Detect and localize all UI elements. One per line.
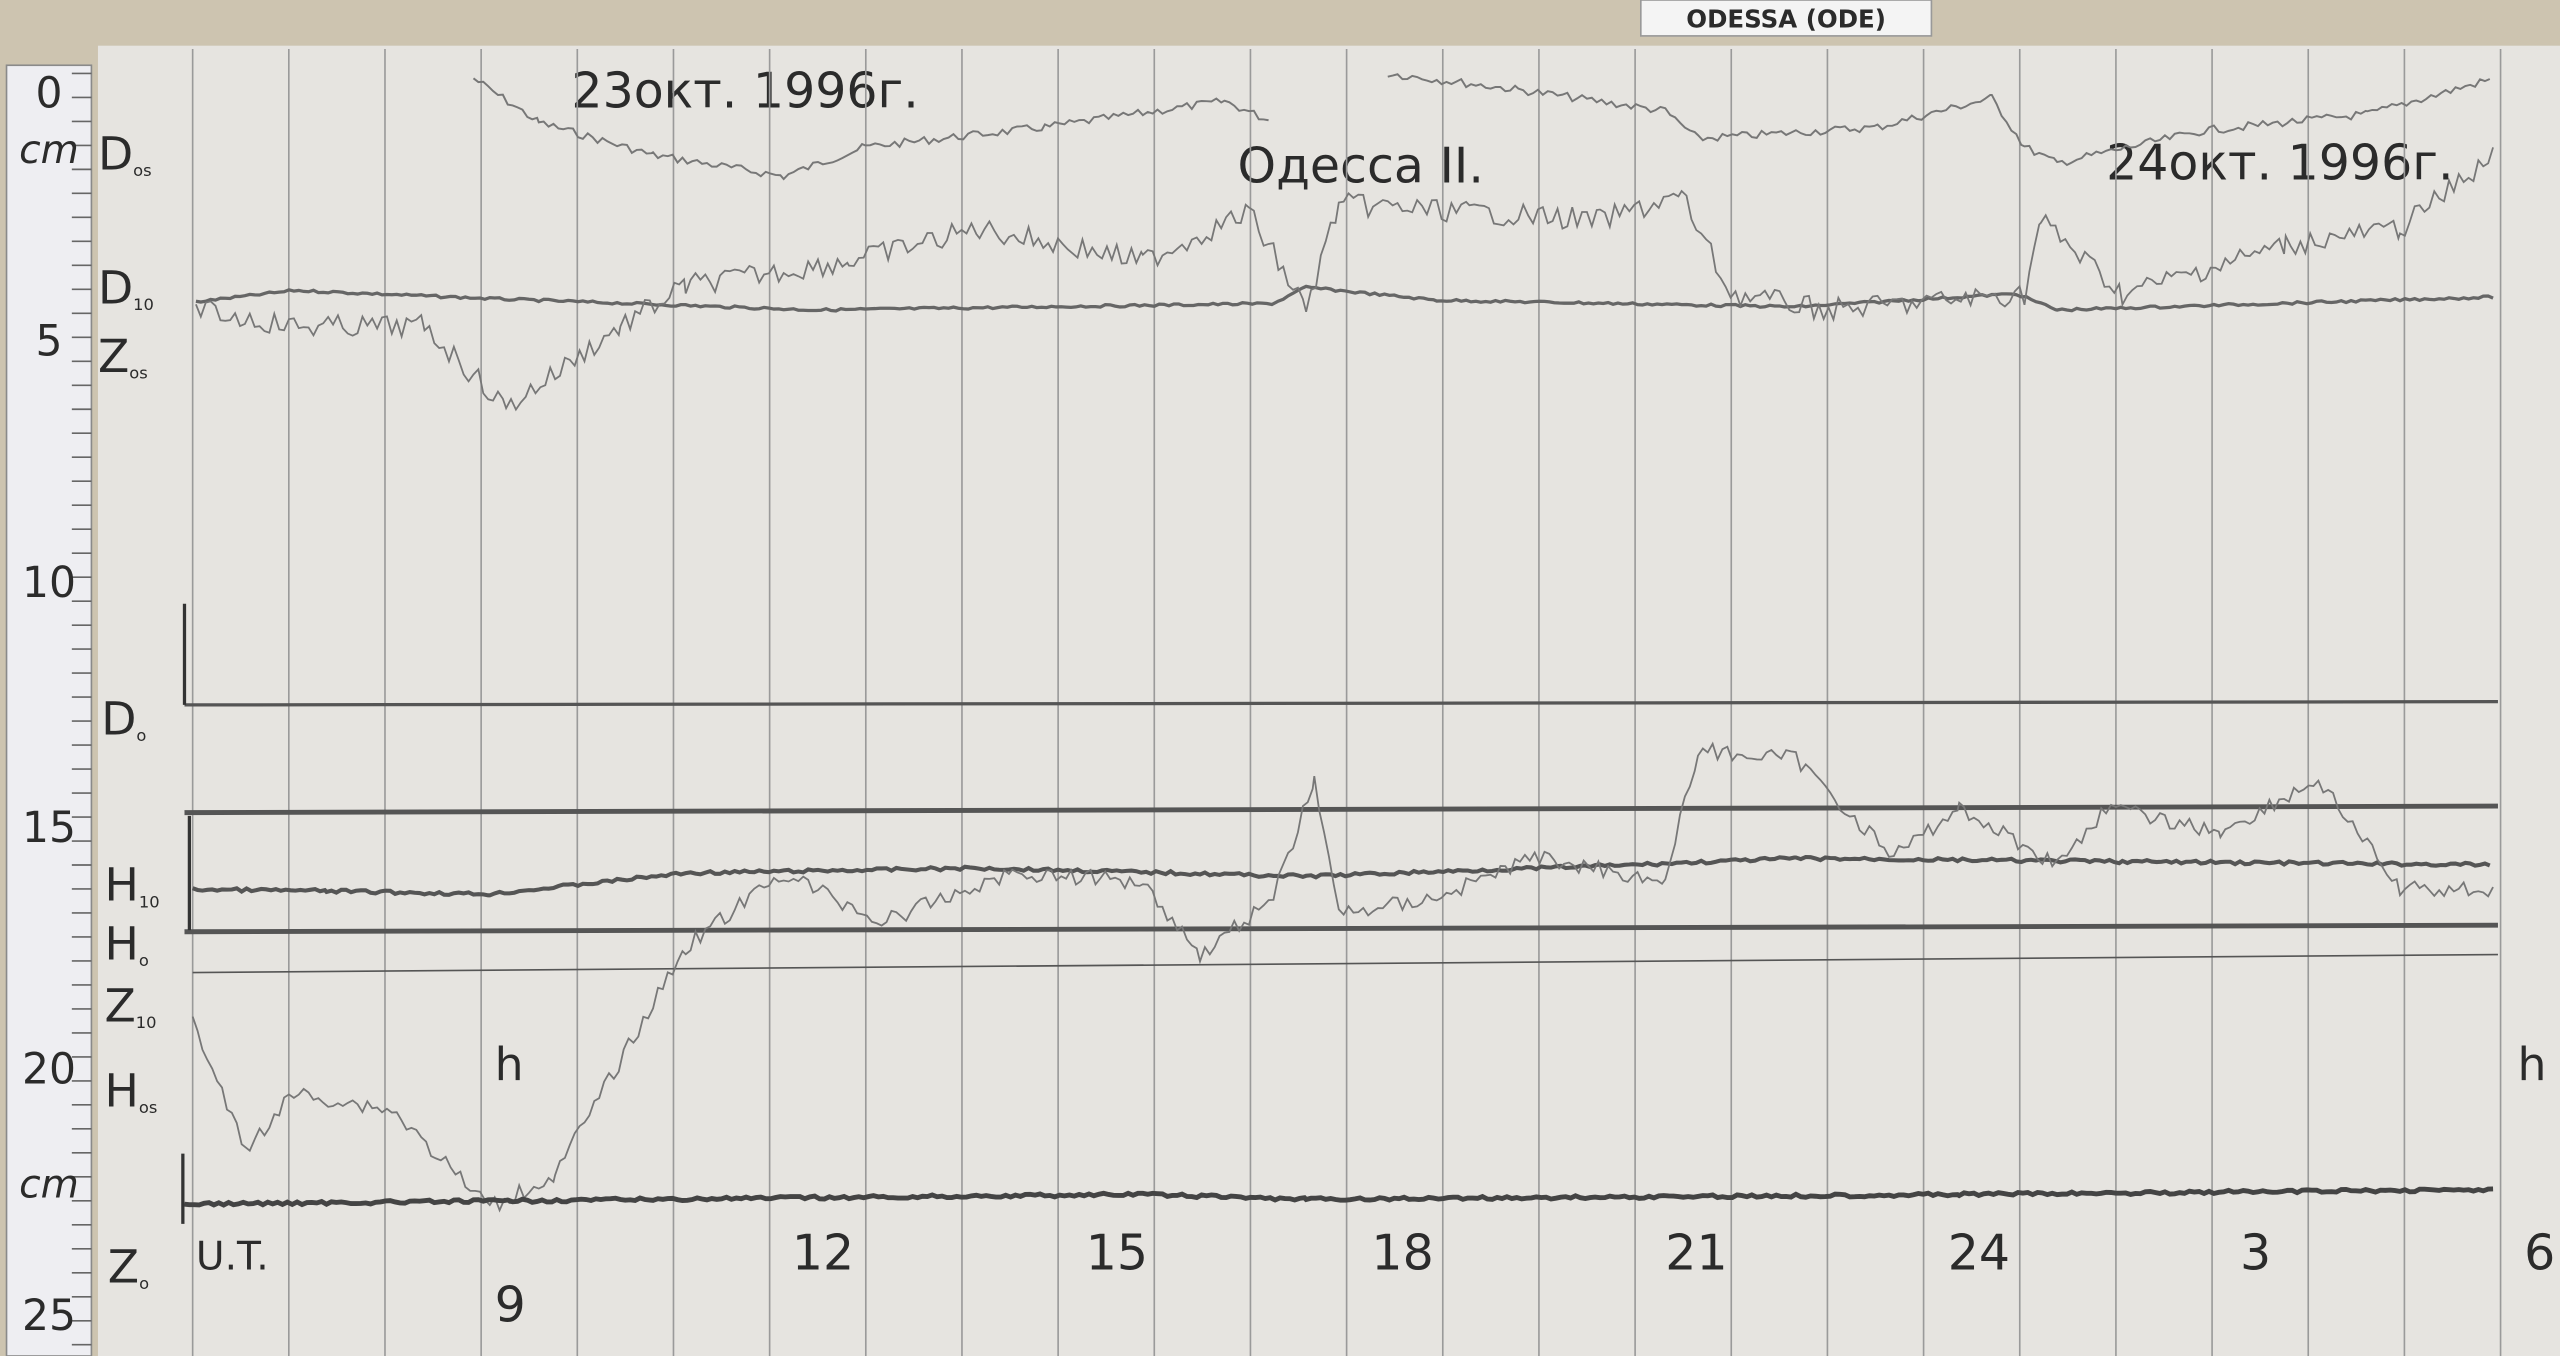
grid bbox=[181, 48, 2502, 1356]
time-label: 3 bbox=[2240, 1225, 2271, 1282]
date-right: 24окт. 1996г. bbox=[2106, 135, 2453, 192]
trace bbox=[191, 741, 2494, 1213]
trace-label: Hos bbox=[104, 1064, 157, 1117]
baseline bbox=[184, 803, 2498, 816]
ruler-label: cm bbox=[19, 128, 79, 173]
trace bbox=[1387, 73, 2491, 167]
trace bbox=[195, 147, 2494, 412]
trace-label-sub: os bbox=[133, 161, 151, 180]
time-label: U.T. bbox=[196, 1235, 269, 1280]
ruler-label: 5 bbox=[35, 318, 62, 367]
ruler bbox=[5, 64, 93, 1356]
ruler-label: 10 bbox=[22, 559, 76, 608]
trace-label-main: D bbox=[98, 128, 133, 181]
trace bbox=[195, 284, 2494, 313]
trace-label-sub: os bbox=[139, 1098, 157, 1117]
labels: 0cm5101520cm25DosD10ZosDoH10HoZ10HosZoU.… bbox=[19, 70, 2555, 1346]
traces bbox=[184, 73, 2494, 1213]
trace-label-sub: os bbox=[129, 364, 147, 383]
trace-label: Zos bbox=[98, 330, 148, 383]
trace-label: D10 bbox=[98, 262, 154, 315]
ruler-label: cm bbox=[19, 1163, 79, 1208]
trace bbox=[191, 854, 2491, 898]
trace-label: Do bbox=[101, 692, 146, 745]
trace-label-sub: 10 bbox=[133, 295, 154, 314]
time-label: 12 bbox=[792, 1225, 854, 1282]
trace-label: Ho bbox=[104, 917, 148, 970]
ruler-label: 15 bbox=[22, 804, 76, 853]
trace-label-sub: o bbox=[139, 1274, 149, 1293]
trace-label-main: D bbox=[98, 262, 133, 315]
trace-label-sub: 10 bbox=[139, 892, 160, 911]
date-left: 23окт. 1996г. bbox=[571, 63, 918, 120]
hour-unit: h bbox=[2518, 1038, 2547, 1091]
ruler-label: 25 bbox=[22, 1292, 76, 1341]
ruler-label: 20 bbox=[22, 1046, 76, 1095]
time-label: 24 bbox=[1948, 1225, 2010, 1282]
trace-label-main: Z bbox=[98, 330, 129, 383]
baseline bbox=[192, 953, 2498, 974]
station-name: Одесса II. bbox=[1238, 138, 1484, 195]
trace-label-main: H bbox=[104, 1064, 138, 1117]
trace-label: H10 bbox=[104, 859, 159, 912]
time-label: 21 bbox=[1665, 1225, 1727, 1282]
trace-label-main: Z bbox=[104, 979, 135, 1032]
trace-label-sub: o bbox=[136, 726, 146, 745]
hour-unit: h bbox=[495, 1038, 524, 1091]
time-label: 18 bbox=[1371, 1225, 1433, 1282]
trace bbox=[184, 1186, 2494, 1208]
station-tag-box bbox=[1640, 0, 1933, 37]
time-label: 9 bbox=[495, 1277, 526, 1334]
trace-label-main: D bbox=[101, 692, 136, 745]
trace-label: Dos bbox=[98, 128, 152, 181]
trace bbox=[472, 77, 1269, 181]
trace-label: Zo bbox=[108, 1241, 149, 1294]
time-label: 15 bbox=[1086, 1225, 1148, 1282]
trace-label-main: H bbox=[104, 859, 138, 912]
trace-label-main: Z bbox=[108, 1241, 139, 1294]
ruler-label: 0 bbox=[35, 70, 62, 119]
station-tag: ODESSA (ODE) bbox=[1686, 5, 1886, 34]
baseline bbox=[184, 700, 2498, 707]
trace-label-main: H bbox=[104, 917, 138, 970]
trace-label: Z10 bbox=[104, 979, 156, 1032]
trace-label-sub: 10 bbox=[136, 1013, 157, 1032]
trace-label-sub: o bbox=[139, 951, 149, 970]
baseline bbox=[184, 922, 2498, 935]
time-label: 6 bbox=[2524, 1225, 2555, 1282]
